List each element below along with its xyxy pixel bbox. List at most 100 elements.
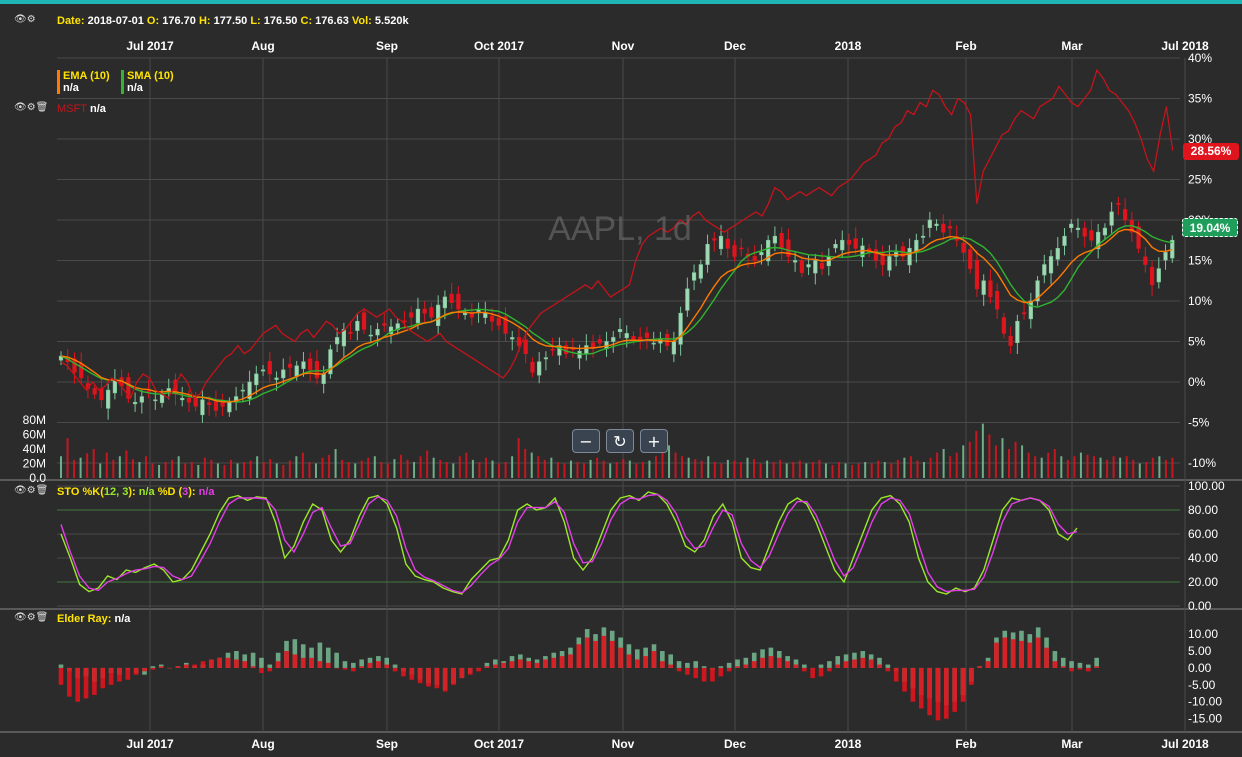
volume-bar [576,462,579,478]
volume-bar [92,449,95,478]
candle-body [840,239,845,251]
high-value: 177.50 [213,15,248,27]
bear-power-bar [359,666,364,668]
bear-power-bar [133,667,139,675]
candle-body [1075,227,1081,231]
candle-body [1170,239,1175,259]
bear-power-bar [284,651,289,668]
zoom-out-button[interactable]: − [572,429,600,453]
volume-bar [197,464,200,478]
candle-body [267,361,272,375]
bull-power-bar [325,647,331,668]
volume-bar [1053,449,1056,478]
x-tick-label-top: Nov [612,39,635,53]
candle-body [624,333,629,339]
volume-bar [1021,445,1024,478]
bear-power-bar [868,659,874,668]
msft-series-icons[interactable]: 👁⚙🗑 [14,102,49,113]
reset-zoom-button[interactable]: ↻ [606,429,634,453]
volume-bar [328,454,331,478]
candle-body [732,245,737,257]
msft-value: n/a [90,103,106,115]
volume-bar [1138,463,1141,478]
price-y-tick-label: -5% [1188,416,1210,430]
bear-power-bar [409,667,415,680]
candle-body [1001,317,1006,334]
volume-bar [1145,462,1148,478]
volume-bar [419,456,422,478]
volume-bar [994,445,997,478]
bear-power-bar [634,659,640,668]
bear-power-bar [401,667,406,677]
candle-body [287,363,293,368]
volume-bar [583,463,586,478]
x-tick-label-top: Dec [724,39,746,53]
msft-legend[interactable]: MSFT n/a [57,103,106,115]
candle-body [200,399,205,416]
sto-d-label: %D ( [157,486,183,498]
bull-power-bar [317,642,323,668]
elder-ray-bars [58,627,1099,721]
bear-power-bar [802,667,807,672]
bear-power-bar [843,661,849,668]
candle-body [368,334,373,337]
volume-bar [955,452,958,478]
zoom-in-button[interactable]: + [640,429,668,453]
bear-power-bar [810,667,815,679]
candle-body [240,389,245,392]
bear-power-bar [376,661,381,668]
volume-bar [903,457,906,478]
volume-bar [668,445,671,478]
candle-body [691,272,697,281]
sto-panel-icons[interactable]: 👁⚙🗑 [14,485,49,496]
elder-panel-icons[interactable]: 👁⚙🗑 [14,612,49,623]
bear-power-bar [1085,667,1091,672]
volume-bar [556,462,559,478]
bear-power-bar [67,667,72,697]
sto-lines [60,491,1078,595]
close-label: C: [300,15,313,27]
bull-power-bar [1085,664,1091,668]
candle-body [772,235,778,244]
x-tick-label-bottom: Nov [612,737,635,751]
ema-legend[interactable]: EMA (10) n/a [57,70,110,94]
candle-body [1136,226,1141,249]
bear-power-bar [384,664,390,668]
volume-bar [635,463,638,478]
bear-power-bar [969,667,974,685]
volume-bar [426,450,429,478]
volume-bar [824,463,827,478]
volume-y-tick-label: 0.0 [29,471,46,485]
volume-bar [256,456,259,478]
bear-power-bar [893,667,899,682]
watermark: AAPL, 1d [548,210,692,248]
candle-body [833,244,838,249]
sma-legend[interactable]: SMA (10) n/a [121,70,174,94]
volume-bar [753,459,756,478]
candle-body [1048,256,1054,274]
bear-power-bar [827,667,832,672]
bear-power-bar [300,657,306,668]
candle-body [355,320,360,331]
bear-power-bar [1027,642,1033,668]
candle-body [207,402,212,405]
candle-body [678,312,683,345]
bull-power-bar [158,664,164,668]
x-tick-label-bottom: 2018 [835,737,862,751]
volume-bar [628,460,631,478]
volume-bar [1008,449,1011,478]
elder-y-tick-label: -5.00 [1188,678,1216,692]
candle-body [449,293,454,303]
bull-power-bar [735,659,740,668]
bear-power-bar [200,661,206,668]
candle-body [671,341,676,355]
volume-bar [203,457,206,478]
volume-bar [1014,441,1017,478]
bear-power-bar [835,664,841,668]
volume-bar [1086,454,1089,478]
aapl-price-badge: 19.04% [1182,218,1238,237]
sto-label: STO %K( [57,486,104,498]
candle-body [1143,256,1148,265]
eye-icon[interactable]: 👁⚙ [14,14,36,25]
